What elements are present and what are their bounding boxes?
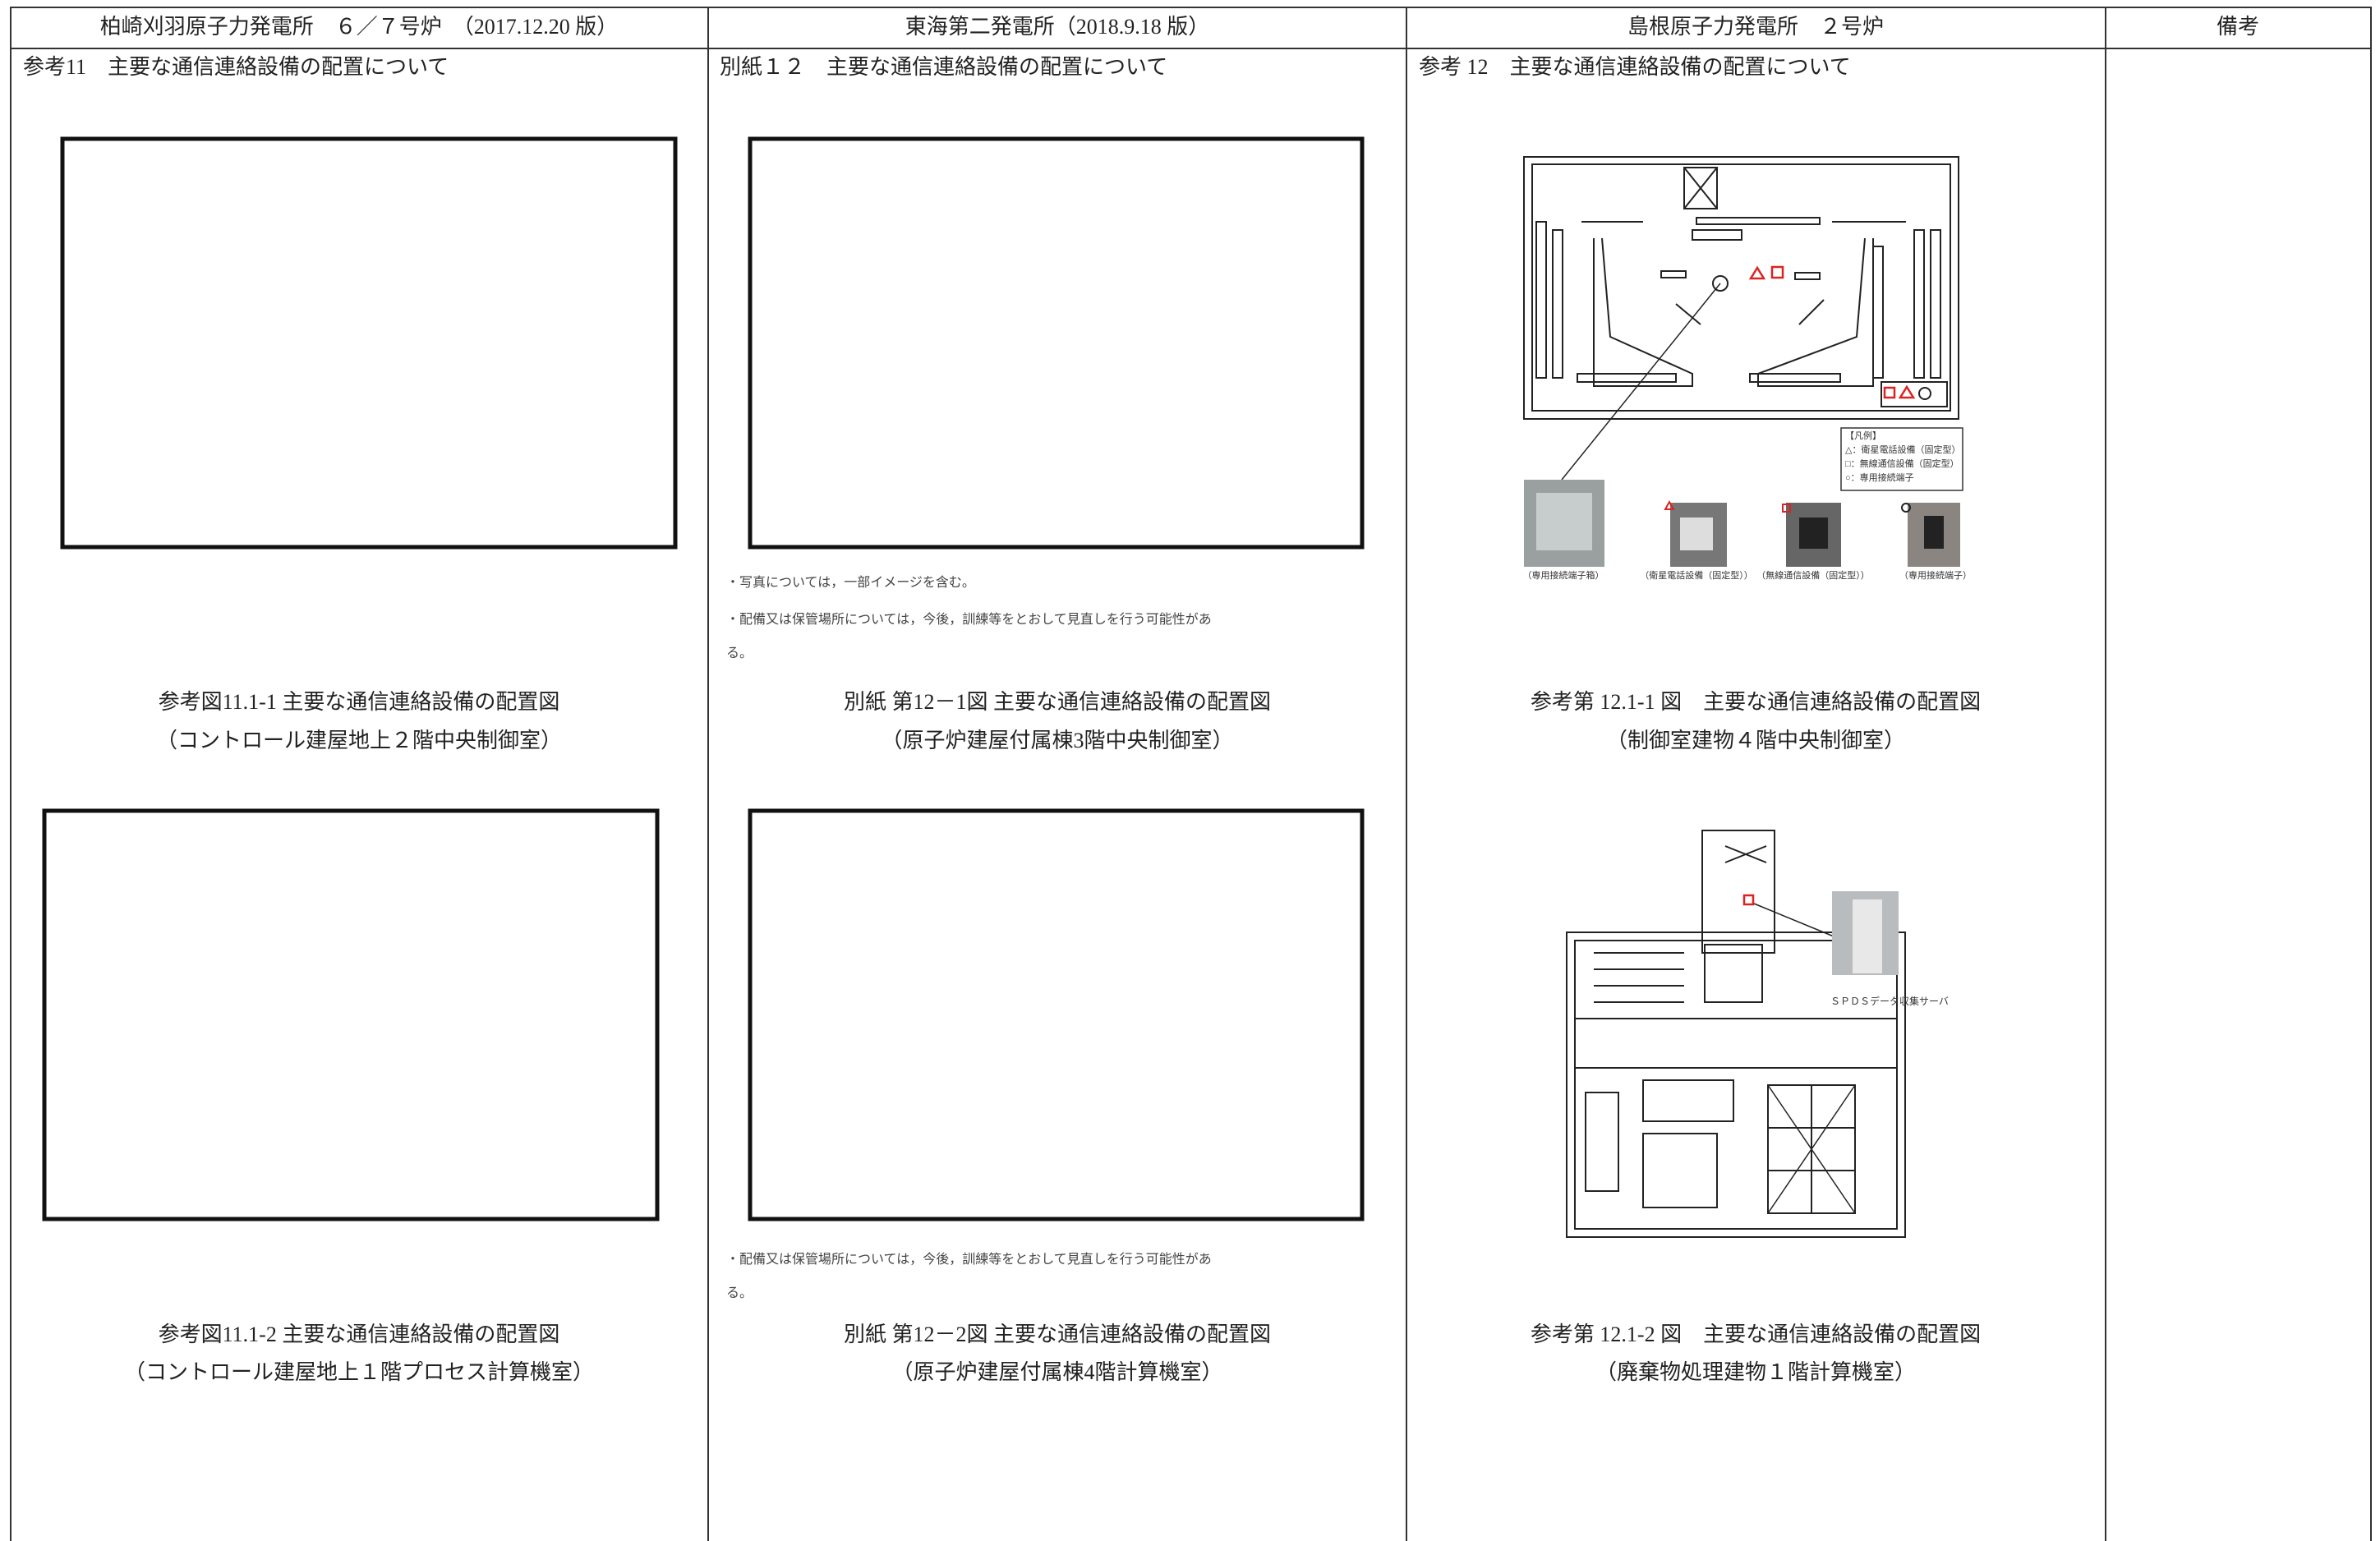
- caption: 別紙 第12－1図 主要な通信連絡設備の配置図: [843, 690, 1272, 714]
- note: ・写真については，一部イメージを含む。: [726, 576, 975, 590]
- caption: 参考図11.1-2 主要な通信連絡設備の配置図: [158, 1322, 560, 1346]
- photo-label: （無線通信設備（固定型））: [1756, 571, 1870, 581]
- header-cell: 東海第二発電所（2018.9.18 版）: [905, 15, 1210, 39]
- legend-item: ○：専用接続端子: [1845, 473, 1914, 483]
- section-heading: 別紙１２ 主要な通信連絡設備の配置について: [720, 55, 1168, 79]
- caption: （コントロール建屋地上２階中央制御室）: [155, 729, 563, 752]
- photo: [1524, 480, 1960, 567]
- caption: （原子炉建屋付属棟4階計算機室）: [891, 1360, 1223, 1384]
- caption: 参考図11.1-1 主要な通信連絡設備の配置図: [158, 690, 560, 714]
- image-frame: [748, 808, 1365, 1221]
- photo-label: （衛星電話設備（固定型））: [1640, 571, 1753, 581]
- section-heading: 参考 12 主要な通信連絡設備の配置について: [1419, 55, 1851, 79]
- section-heading: 参考11 主要な通信連絡設備の配置について: [23, 55, 449, 79]
- photo: [1832, 891, 1899, 975]
- floor-plan: [1566, 830, 1906, 1238]
- legend-item: 【凡例】: [1845, 431, 1881, 441]
- image-frame: [42, 808, 660, 1221]
- caption: （コントロール建屋地上１階プロセス計算機室）: [123, 1360, 595, 1384]
- header-cell: 備考: [2216, 15, 2260, 39]
- caption: 参考第 12.1-1 図 主要な通信連絡設備の配置図: [1530, 690, 1982, 714]
- photo-label: （専用接続端子）: [1899, 571, 1972, 581]
- header-cell: 柏崎刈羽原子力発電所 ６／７号炉 （2017.12.20 版）: [99, 15, 619, 39]
- caption: （原子炉建屋付属棟3階中央制御室）: [881, 729, 1234, 752]
- legend-item: △：衛星電話設備（固定型）: [1845, 445, 1961, 455]
- header-cell: 島根原子力発電所 ２号炉: [1627, 15, 1885, 39]
- note: ・配備又は保管場所については，今後，訓練等をとおして見直しを行う可能性があ: [726, 1253, 1212, 1267]
- image-frame: [748, 136, 1365, 550]
- note: る。: [726, 646, 753, 660]
- caption: （廃棄物処理建物１階計算機室）: [1595, 1360, 1917, 1384]
- note: ・配備又は保管場所については，今後，訓練等をとおして見直しを行う可能性があ: [726, 613, 1212, 627]
- legend-item: □：無線通信設備（固定型）: [1845, 459, 1959, 469]
- caption: 別紙 第12－2図 主要な通信連絡設備の配置図: [843, 1322, 1272, 1346]
- caption: （制御室建物４階中央制御室）: [1605, 729, 1906, 752]
- caption: 参考第 12.1-2 図 主要な通信連絡設備の配置図: [1530, 1322, 1982, 1346]
- note: る。: [726, 1286, 753, 1300]
- floor-plan: [1523, 156, 1959, 481]
- photo-label: ＳＰＤＳデータ収集サーバ: [1830, 996, 1949, 1007]
- photo-label: （専用接続端子箱）: [1522, 571, 1604, 581]
- image-frame: [60, 136, 678, 550]
